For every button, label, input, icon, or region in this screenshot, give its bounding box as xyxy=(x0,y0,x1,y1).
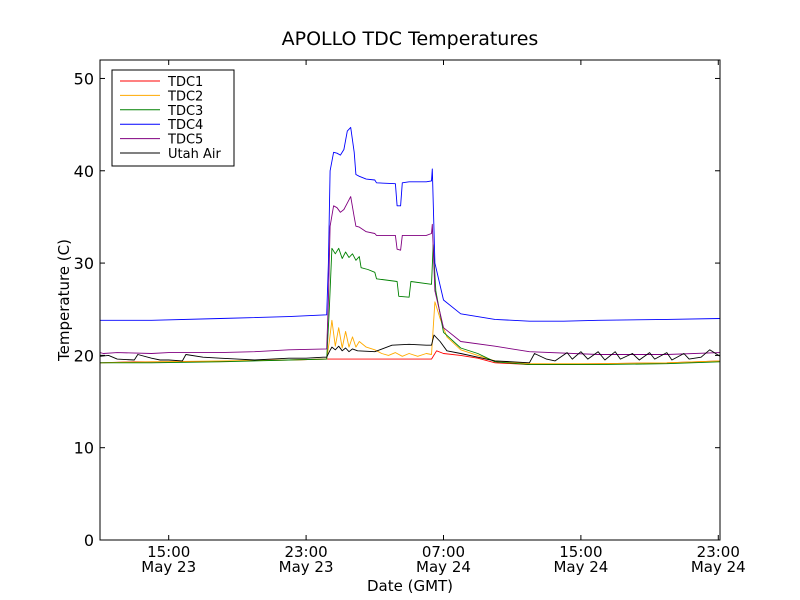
y-tick-label: 20 xyxy=(74,346,94,365)
legend-box xyxy=(111,69,235,167)
plot-frame xyxy=(99,59,721,541)
y-axis-label: Temperature (C) xyxy=(55,239,73,362)
chart-title: APOLLO TDC Temperatures xyxy=(282,28,539,50)
x-tick-date-label: May 24 xyxy=(416,558,471,576)
series-line-tdc2 xyxy=(99,301,721,365)
series-line-utah-air xyxy=(99,334,721,364)
x-tick-date-label: May 23 xyxy=(279,558,334,576)
x-tick-time-label: 07:00 xyxy=(422,543,465,561)
x-tick-time-label: 23:00 xyxy=(697,543,740,561)
y-tick-label: 30 xyxy=(74,254,94,273)
series-line-tdc4 xyxy=(100,126,721,322)
x-axis-label: Date (GMT) xyxy=(367,577,453,595)
legend-label: Utah Air xyxy=(168,147,221,162)
x-tick-time-label: 15:00 xyxy=(559,543,602,561)
x-tick-date-label: May 24 xyxy=(691,558,746,576)
legend-label: TDC1 xyxy=(167,75,203,90)
y-axis: 0 10 20 30 40 50 xyxy=(74,69,720,550)
legend-label: TDC2 xyxy=(167,89,203,104)
x-tick-date-label: May 23 xyxy=(141,558,196,576)
y-tick-label: 50 xyxy=(74,69,94,88)
y-tick-label: 10 xyxy=(74,439,94,458)
x-tick-time-label: 15:00 xyxy=(147,543,190,561)
legend-label: TDC5 xyxy=(167,133,203,148)
series-layer xyxy=(99,126,721,366)
x-tick-date-label: May 24 xyxy=(553,558,608,576)
legend-label: TDC3 xyxy=(167,104,203,119)
y-tick-label: 40 xyxy=(74,162,94,181)
y-tick-label: 0 xyxy=(84,531,94,550)
legend-label: TDC4 xyxy=(167,118,203,133)
series-line-tdc3 xyxy=(100,244,721,366)
x-tick-time-label: 23:00 xyxy=(284,543,327,561)
series-line-tdc5 xyxy=(99,196,721,355)
